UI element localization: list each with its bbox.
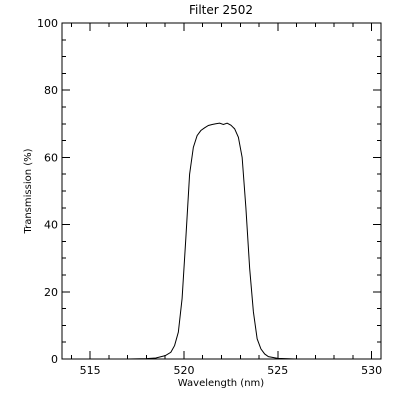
tick-labels: 515 520 525 530 0 20 40 60 80 100	[37, 17, 382, 377]
y-tick-label: 40	[44, 219, 58, 232]
axis-ticks	[62, 22, 381, 360]
x-axis-title: Wavelength (nm)	[178, 378, 264, 389]
plot-frame	[61, 22, 382, 360]
y-tick-label: 100	[37, 17, 58, 30]
y-tick-label: 20	[44, 286, 58, 299]
transmission-curve	[127, 122, 316, 360]
x-tick-label: 520	[173, 364, 194, 377]
y-tick-label: 60	[44, 151, 58, 164]
chart-title: Filter 2502	[189, 3, 253, 17]
y-tick-label: 80	[44, 84, 58, 97]
x-tick-label: 525	[267, 364, 288, 377]
y-axis-title: Transmission (%)	[23, 148, 34, 234]
y-tick-label: 0	[51, 353, 58, 366]
x-tick-label: 515	[80, 364, 101, 377]
x-tick-label: 530	[361, 364, 382, 377]
